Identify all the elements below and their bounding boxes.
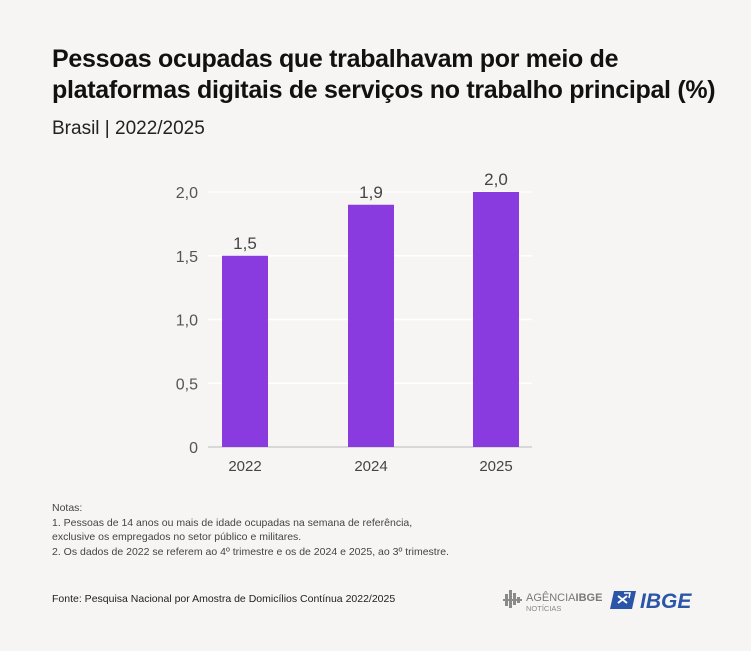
note-line: 2. Os dados de 2022 se referem ao 4º tri… xyxy=(52,545,449,558)
agencia-logo-text: AGÊNCIAIBGE xyxy=(526,591,602,604)
y-tick-label: 1,0 xyxy=(176,313,198,330)
data-label: 1,5 xyxy=(233,234,257,253)
chart-title: Pessoas ocupadas que trabalhavam por mei… xyxy=(52,45,716,104)
bar xyxy=(222,255,268,447)
y-tick-label: 0 xyxy=(189,440,198,457)
bar-chart: 0 0,5 1,0 1,5 2,0 1,5 2022 1,9 2024 2,0 2025 xyxy=(176,170,532,475)
source-note: Fonte: Pesquisa Nacional por Amostra de … xyxy=(52,593,396,605)
data-label: 1,9 xyxy=(359,183,383,202)
notes-heading: Notas: xyxy=(52,502,83,514)
data-label: 2,0 xyxy=(484,170,508,189)
agencia-logo-subtext: NOTÍCIAS xyxy=(526,604,561,613)
bar xyxy=(348,204,394,447)
agencia-ibge-logo: AGÊNCIAIBGE NOTÍCIAS xyxy=(503,590,602,613)
ibge-emblem-icon xyxy=(610,591,636,609)
x-tick-label: 2025 xyxy=(479,458,512,475)
note-line: exclusive os empregados no setor público… xyxy=(52,531,302,543)
y-tick-label: 2,0 xyxy=(176,185,198,202)
y-tick-label: 0,5 xyxy=(176,376,198,393)
chart-subtitle: Brasil | 2022/2025 xyxy=(52,118,205,139)
x-tick-label: 2022 xyxy=(228,458,261,475)
ibge-logo: IBGE xyxy=(610,590,692,613)
x-tick-label: 2024 xyxy=(354,458,387,475)
note-line: 1. Pessoas de 14 anos ou mais de idade o… xyxy=(52,516,413,529)
y-tick-label: 1,5 xyxy=(176,249,198,266)
bar xyxy=(473,192,519,447)
notes: Notas: 1. Pessoas de 14 anos ou mais de … xyxy=(52,501,552,559)
ibge-logo-text: IBGE xyxy=(640,590,692,613)
